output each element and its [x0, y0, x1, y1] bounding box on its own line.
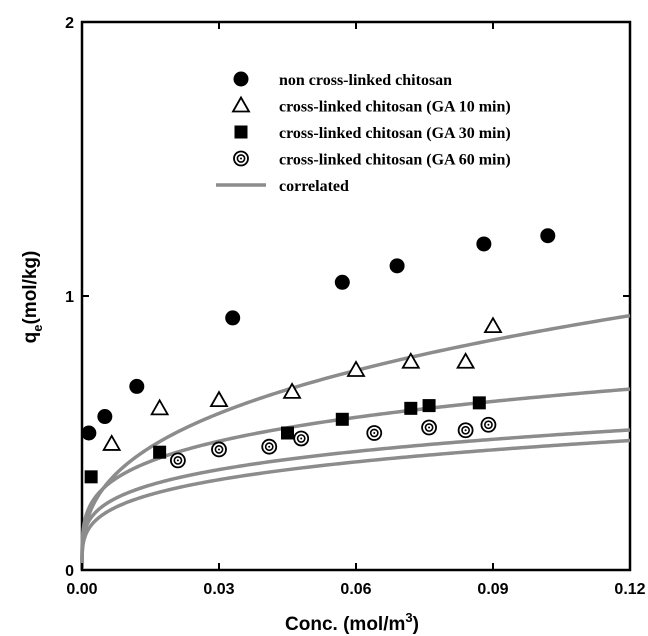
- point-non-cross-linked: [540, 228, 556, 244]
- legend: non cross-linked chitosan cross-linked ch…: [216, 71, 511, 195]
- x-tick-label: 0.03: [203, 581, 234, 598]
- correlated-curves: [80, 313, 631, 570]
- legend-label: cross-linked chitosan (GA 60 min): [279, 152, 511, 169]
- legend-label: non cross-linked chitosan: [279, 72, 452, 89]
- point-ga-60: [457, 422, 474, 439]
- point-ga-30: [84, 470, 98, 484]
- point-ga-60: [169, 452, 186, 469]
- x-tick-label: 0.00: [66, 581, 97, 598]
- y-tick-label: 2: [65, 15, 74, 32]
- point-ga-60: [261, 438, 278, 455]
- point-ga-10: [209, 390, 229, 408]
- point-non-cross-linked: [233, 71, 249, 87]
- point-ga-10: [401, 351, 421, 369]
- point-non-cross-linked: [81, 425, 97, 441]
- point-ga-10: [102, 434, 122, 451]
- x-tick-label: 0.06: [340, 581, 371, 598]
- point-ga-10: [150, 398, 170, 416]
- y-tick-label: 0: [65, 563, 74, 580]
- correlated-curve: [80, 313, 631, 570]
- point-ga-60: [211, 441, 227, 458]
- legend-label: cross-linked chitosan (GA 10 min): [279, 99, 511, 116]
- point-ga-30: [404, 401, 418, 415]
- point-non-cross-linked: [389, 258, 405, 274]
- point-ga-30: [422, 399, 436, 413]
- data-markers: [81, 228, 556, 484]
- point-non-cross-linked: [129, 378, 145, 394]
- correlated-curve: [80, 428, 631, 570]
- point-non-cross-linked: [334, 274, 350, 290]
- x-tick-label: 0.09: [477, 581, 508, 598]
- axis-ticks: 0.00 0.03 0.06 0.09 0.12 0 1 2: [65, 15, 646, 598]
- point-ga-10: [456, 351, 476, 369]
- point-ga-30: [234, 125, 248, 139]
- legend-label: correlated: [279, 178, 349, 195]
- correlated-curve: [80, 387, 631, 570]
- point-ga-30: [281, 426, 294, 440]
- point-ga-60: [480, 416, 497, 433]
- x-axis-title: Conc. (mol/m3): [285, 610, 419, 635]
- legend-label: cross-linked chitosan (GA 30 min): [279, 125, 511, 142]
- x-tick-label: 0.12: [614, 581, 645, 598]
- point-ga-10: [483, 316, 503, 334]
- point-ga-60: [233, 150, 249, 167]
- point-ga-60: [421, 419, 437, 436]
- y-tick-label: 1: [65, 289, 74, 306]
- point-ga-30: [472, 396, 486, 410]
- point-ga-10: [282, 382, 302, 399]
- point-ga-30: [335, 412, 349, 426]
- point-ga-60: [366, 425, 383, 441]
- point-ga-10: [346, 360, 366, 377]
- point-ga-60: [293, 430, 310, 447]
- y-axis-title: qe(mol/kg): [20, 251, 45, 344]
- point-non-cross-linked: [225, 310, 241, 326]
- correlated-curve: [80, 438, 631, 570]
- point-non-cross-linked: [476, 236, 492, 252]
- point-ga-30: [153, 445, 167, 459]
- point-ga-10: [231, 95, 251, 113]
- point-non-cross-linked: [97, 409, 113, 425]
